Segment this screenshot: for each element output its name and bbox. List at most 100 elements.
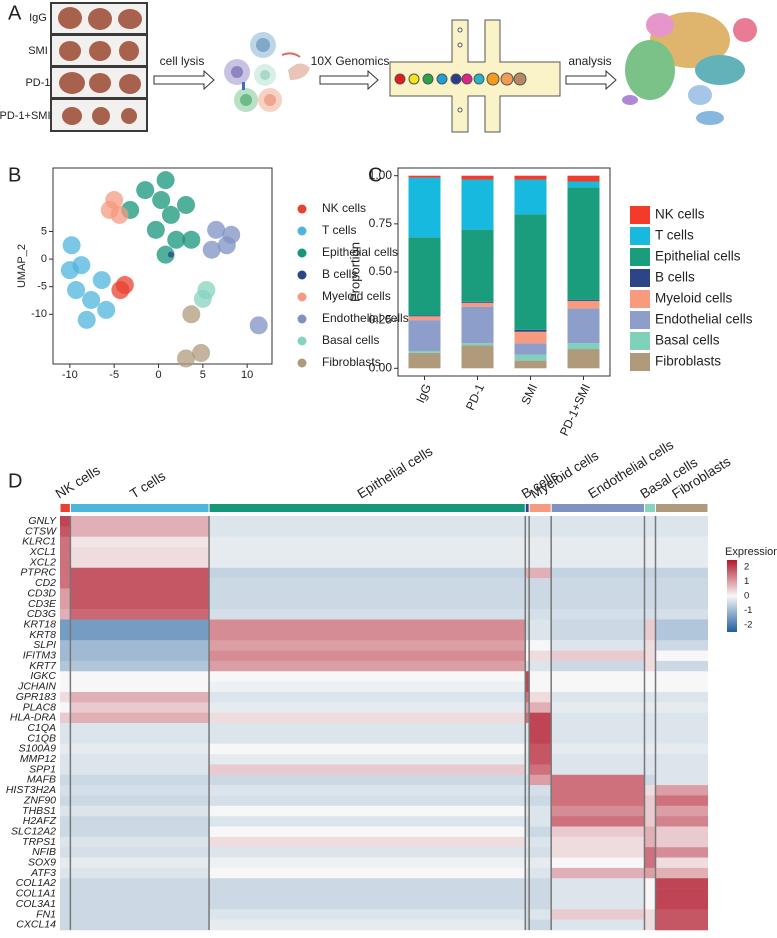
bar-segment [408, 175, 441, 178]
heatmap-cell [529, 650, 552, 662]
heatmap-cell [525, 640, 530, 651]
colorbar-tick-label: 1 [744, 576, 749, 587]
bar-segment [567, 300, 600, 309]
heatmap-cell [655, 619, 708, 631]
heatmap-cell [655, 691, 708, 703]
heatmap-cell [551, 826, 645, 838]
gene-label: SLPI [33, 639, 56, 651]
x-tick-label: SMI [518, 382, 540, 407]
heatmap-cell [209, 774, 526, 786]
heatmap-cell [551, 650, 645, 662]
heatmap-cell [60, 712, 71, 724]
gene-label: COL1A1 [16, 888, 56, 900]
step-label: 10X Genomics [311, 54, 390, 68]
bar-segment [514, 175, 547, 180]
legend-label: T cells [655, 228, 694, 243]
heatmap-cell [525, 836, 530, 848]
heatmap-cell [551, 857, 645, 869]
heatmap-cell [644, 847, 656, 858]
heatmap-cell [529, 733, 552, 744]
y-tick-label: 5 [41, 225, 47, 237]
heatmap-cell [525, 805, 530, 817]
heatmap-cell [655, 516, 708, 527]
heatmap-cell [209, 795, 526, 807]
heatmap-cell [644, 536, 656, 548]
heatmap-cell [60, 640, 71, 651]
bar-segment [514, 331, 547, 344]
heatmap-cell [529, 516, 552, 527]
panel-label: D [8, 470, 22, 492]
heatmap-cell [525, 909, 530, 920]
legend-label: Epithelial cells [655, 249, 741, 264]
gene-label: MMP12 [20, 753, 56, 765]
heatmap-cell [655, 805, 708, 817]
heatmap-cell [529, 712, 552, 724]
heatmap-cell [209, 712, 526, 724]
heatmap-cell [655, 754, 708, 765]
heatmap-cell [655, 723, 708, 734]
heatmap-cell [60, 774, 71, 786]
x-tick-label: -5 [109, 369, 119, 381]
gene-label: HLA-DRA [10, 712, 56, 724]
heatmap-cell [60, 857, 71, 869]
heatmap-cell [70, 878, 210, 889]
cell-point [62, 236, 81, 255]
heatmap-cell [70, 847, 210, 858]
heatmap-cell [529, 857, 552, 869]
bar-segment [567, 343, 600, 350]
bar-segment [408, 320, 441, 351]
heatmap-cell [70, 650, 210, 662]
heatmap-cell [525, 578, 530, 589]
heatmap-cell [525, 857, 530, 869]
heatmap-cell [60, 598, 71, 610]
legend-label: NK cells [322, 201, 366, 215]
bar-segment [408, 315, 441, 317]
heatmap-cell [655, 640, 708, 651]
heatmap-cell [525, 671, 530, 682]
heatmap-cell [655, 578, 708, 589]
heatmap-cell [529, 547, 552, 558]
bar-segment [567, 299, 600, 301]
step-label: analysis [568, 54, 611, 68]
heatmap-cell [209, 671, 526, 682]
gene-label: XCL2 [29, 556, 56, 568]
cell-point [92, 271, 111, 290]
legend-swatch [297, 226, 307, 236]
heatmap-cell [529, 878, 552, 889]
gene-label: H2AFZ [23, 815, 57, 827]
heatmap-cell [60, 816, 71, 827]
colorbar-tick-label: 0 [744, 591, 749, 602]
heatmap-cell [60, 557, 71, 569]
heatmap-cell [209, 805, 526, 817]
heatmap-cell [551, 743, 645, 755]
heatmap-cell [70, 898, 210, 910]
group-label: SMI [28, 45, 48, 57]
heatmap-cell [655, 919, 708, 931]
heatmap-cell [551, 712, 645, 724]
heatmap-cell [644, 557, 656, 569]
heatmap-cell [209, 547, 526, 558]
heatmap-cell [644, 826, 656, 838]
cell-point [193, 289, 212, 308]
heatmap-cell [529, 671, 552, 682]
heatmap-cell [529, 836, 552, 848]
heatmap-cell [60, 847, 71, 858]
gene-label: KRT7 [29, 660, 57, 672]
heatmap-cell [644, 640, 656, 651]
heatmap-cell [551, 867, 645, 879]
heatmap-cell [655, 826, 708, 838]
gene-label: TRPS1 [22, 836, 56, 848]
heatmap-cell [529, 785, 552, 796]
heatmap-cell [655, 867, 708, 879]
heatmap-cell [529, 640, 552, 651]
arrows [153, 69, 617, 91]
heatmap-cell [644, 909, 656, 920]
gene-label: KRT8 [29, 629, 56, 641]
bar-segment [408, 352, 441, 369]
heatmap-cell [70, 754, 210, 765]
heatmap-cell [209, 909, 526, 920]
heatmap-cell [60, 785, 71, 796]
heatmap-cell [70, 598, 210, 610]
heatmap-cell [60, 919, 71, 931]
heatmap-cell [70, 640, 210, 651]
